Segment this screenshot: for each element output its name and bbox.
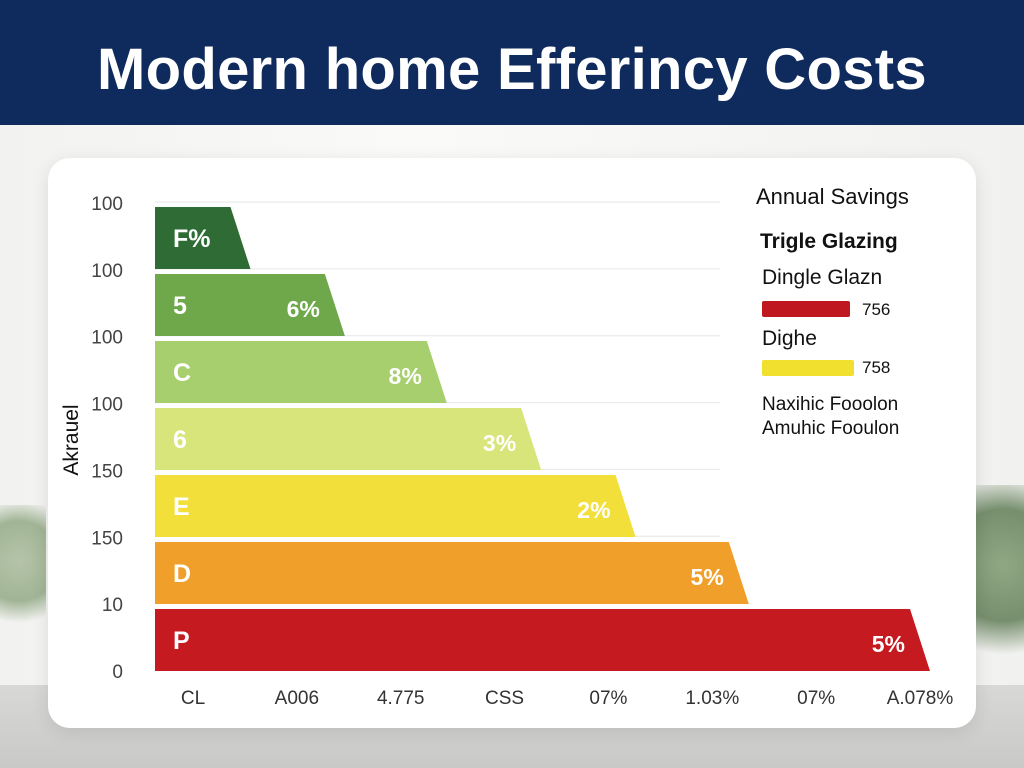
y-tick-label: 150 [91,461,123,482]
band-label: F% [173,225,211,253]
plant-right-decoration [972,485,1024,685]
chart-bands: F% 5 6% C 8% 6 3% E 2% D 5% P 5% [155,207,930,671]
band-bar [155,542,749,604]
y-tick-label: 0 [112,662,123,683]
y-tick-label: 100 [91,261,123,282]
legend-subtitle: Trigle Glazing [760,230,898,253]
legend-note: Amuhic Fooulon [762,418,900,439]
legend-item-label: Dighe [762,327,817,350]
plant-left-decoration [0,505,46,645]
band-label: 5 [173,292,187,320]
band-value-label: 5% [691,564,724,590]
x-tick-label: 07% [797,688,835,709]
band-value-label: 2% [577,497,610,523]
legend-swatch-red [762,301,850,317]
x-tick-label: CL [181,688,205,709]
band-value-label: 5% [872,631,905,657]
band-value-label: 8% [389,363,422,389]
x-tick-label: 4.775 [377,688,425,709]
band-bar [155,408,542,470]
y-tick-label: 100 [91,328,123,349]
x-tick-label: CSS [485,688,524,709]
legend-item-label: Dingle Glazn [762,266,883,289]
legend-note: Naxihic Fooolon [762,394,899,415]
band-label: E [173,493,190,521]
band-bar [155,341,447,403]
x-tick-label: A006 [275,688,319,709]
band-bar [155,475,636,537]
band-label: D [173,560,191,588]
x-tick-label: 1.03% [685,688,739,709]
y-tick-label: 100 [91,395,123,416]
legend-title: Annual Savings [756,184,909,209]
legend-swatch-yellow [762,360,854,376]
y-axis-label: Akrauel [60,404,83,475]
band-label: C [173,359,191,387]
band-bar [155,609,930,671]
y-tick-label: 10 [102,595,123,616]
x-tick-label: A.078% [887,688,954,709]
title-banner: Modern home Efferincy Costs [0,0,1024,125]
band-value-label: 6% [287,296,320,322]
legend-item-value: 758 [862,358,891,377]
y-tick-label: 150 [91,528,123,549]
band-value-label: 3% [483,430,516,456]
x-tick-label: 07% [589,688,627,709]
band-bar [155,274,345,336]
x-axis-ticks: CL A006 4.775 CSS 07% 1.03% 07% A.078% [181,688,954,709]
band-label: P [173,627,190,655]
band-bar [155,207,251,269]
page-title: Modern home Efferincy Costs [97,37,927,102]
band-label: 6 [173,426,187,454]
y-tick-label: 100 [91,194,123,215]
legend-item-value: 756 [862,300,891,319]
